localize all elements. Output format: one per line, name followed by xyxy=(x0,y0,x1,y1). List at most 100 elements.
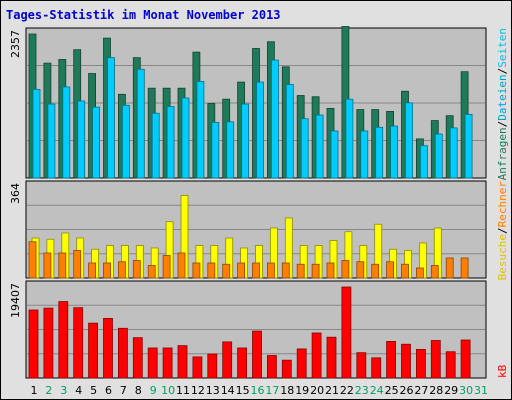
bar-rechner-day-2 xyxy=(43,252,52,279)
bar-kb-day-21 xyxy=(326,336,337,379)
y-axis-max-label-middle: 364 xyxy=(9,183,22,204)
bar-rechner-day-24 xyxy=(371,263,380,279)
x-tick-label-day-15: 15 xyxy=(236,384,250,397)
bar-dateien-day-20 xyxy=(315,114,324,179)
bar-dateien-day-7 xyxy=(122,104,130,179)
x-tick-label-day-25: 25 xyxy=(385,384,399,397)
bar-rechner-day-25 xyxy=(386,261,395,279)
bar-rechner-day-5 xyxy=(88,262,96,279)
x-tick-label-day-23: 23 xyxy=(355,384,369,397)
bar-kb-day-28 xyxy=(430,340,441,379)
bar-kb-day-12 xyxy=(192,356,203,379)
bar-rechner-day-7 xyxy=(118,261,126,279)
x-tick-label-day-28: 28 xyxy=(429,384,443,397)
x-tick-label-day-1: 1 xyxy=(31,384,38,397)
bar-rechner-day-4 xyxy=(73,250,82,279)
bar-dateien-day-23 xyxy=(360,130,369,179)
x-tick-label-day-10: 10 xyxy=(161,384,175,397)
bar-rechner-day-3 xyxy=(58,252,67,279)
y-axis-max-label-top: 2357 xyxy=(9,30,22,58)
bar-kb-day-1 xyxy=(28,309,39,379)
bar-kb-day-17 xyxy=(266,355,277,379)
x-tick-label-day-17: 17 xyxy=(265,384,279,397)
x-tick-label-day-22: 22 xyxy=(340,384,354,397)
bar-rechner-day-8 xyxy=(132,260,141,279)
bar-dateien-day-13 xyxy=(211,122,220,179)
bar-dateien-day-3 xyxy=(62,86,71,179)
bar-dateien-day-9 xyxy=(151,112,160,179)
bar-kb-day-27 xyxy=(415,348,426,379)
bar-dateien-day-2 xyxy=(47,103,56,179)
bar-kb-day-2 xyxy=(43,307,54,379)
bar-rechner-day-10 xyxy=(162,255,171,279)
bar-dateien-day-1 xyxy=(32,89,41,179)
bar-dateien-day-10 xyxy=(166,106,175,179)
bar-dateien-day-29 xyxy=(449,127,458,179)
x-tick-label-day-5: 5 xyxy=(90,384,97,397)
legend-bottom: kB xyxy=(496,364,509,378)
x-tick-label-day-12: 12 xyxy=(191,384,205,397)
x-tick-label-day-21: 21 xyxy=(325,384,339,397)
bar-kb-day-9 xyxy=(147,347,158,379)
bar-dateien-day-14 xyxy=(226,121,235,179)
bar-rechner-day-22 xyxy=(341,260,350,279)
bar-kb-day-13 xyxy=(207,353,218,379)
x-tick-label-day-7: 7 xyxy=(120,384,127,397)
bar-dateien-day-4 xyxy=(77,100,86,179)
legend-item: Anfragen xyxy=(496,127,509,180)
legend-middle: Besuche/Rechner xyxy=(496,181,509,281)
bar-rechner-day-26 xyxy=(401,263,409,279)
bar-rechner-day-11 xyxy=(177,252,186,279)
bar-rechner-day-13 xyxy=(207,262,216,279)
bar-kb-day-25 xyxy=(386,341,397,379)
legend-item: kB xyxy=(496,364,509,378)
x-tick-label-day-11: 11 xyxy=(176,384,190,397)
bar-rechner-day-9 xyxy=(147,265,156,279)
x-tick-label-day-26: 26 xyxy=(400,384,414,397)
bar-kb-day-14 xyxy=(222,341,233,379)
bar-rechner-day-17 xyxy=(266,262,275,279)
bar-kb-day-30 xyxy=(460,339,471,379)
bar-dateien-day-25 xyxy=(390,125,399,179)
bar-rechner-day-12 xyxy=(192,262,201,279)
bar-dateien-day-27 xyxy=(419,145,428,179)
bar-kb-day-22 xyxy=(341,286,352,379)
bar-dateien-day-24 xyxy=(375,126,384,179)
bar-dateien-day-8 xyxy=(136,68,145,179)
x-tick-label-day-2: 2 xyxy=(45,384,52,397)
x-tick-label-day-3: 3 xyxy=(60,384,67,397)
legend-item: / xyxy=(496,121,509,128)
x-tick-label-day-9: 9 xyxy=(150,384,157,397)
bar-dateien-day-26 xyxy=(405,102,413,179)
x-tick-label-day-31: 31 xyxy=(474,384,488,397)
legend-item: Besuche xyxy=(496,234,509,280)
bar-kb-day-15 xyxy=(237,347,248,379)
bar-dateien-day-11 xyxy=(181,97,190,179)
bar-dateien-day-17 xyxy=(270,59,279,179)
bar-kb-day-6 xyxy=(103,318,113,379)
bar-dateien-day-28 xyxy=(434,133,443,179)
bar-rechner-day-29 xyxy=(445,257,454,279)
x-tick-label-day-27: 27 xyxy=(414,384,428,397)
bar-rechner-day-20 xyxy=(311,263,320,279)
bar-kb-day-23 xyxy=(356,352,367,379)
legend-item: Seiten xyxy=(496,28,509,68)
x-tick-label-day-19: 19 xyxy=(295,384,309,397)
bar-dateien-day-16 xyxy=(256,81,264,179)
x-tick-label-day-4: 4 xyxy=(75,384,82,397)
bar-dateien-day-22 xyxy=(345,98,354,179)
bar-rechner-day-15 xyxy=(237,262,246,279)
bar-kb-day-4 xyxy=(73,307,84,379)
bar-dateien-day-19 xyxy=(300,118,309,179)
x-tick-label-day-18: 18 xyxy=(280,384,294,397)
x-tick-label-day-24: 24 xyxy=(370,384,384,397)
legend-item: Dateien xyxy=(496,74,509,120)
x-tick-label-day-16: 16 xyxy=(251,384,265,397)
x-tick-label-day-20: 20 xyxy=(310,384,324,397)
bar-dateien-day-12 xyxy=(196,81,205,179)
bar-dateien-day-6 xyxy=(107,57,115,179)
x-tick-label-day-13: 13 xyxy=(206,384,220,397)
bar-kb-day-18 xyxy=(281,359,292,379)
bar-rechner-day-16 xyxy=(252,262,260,279)
